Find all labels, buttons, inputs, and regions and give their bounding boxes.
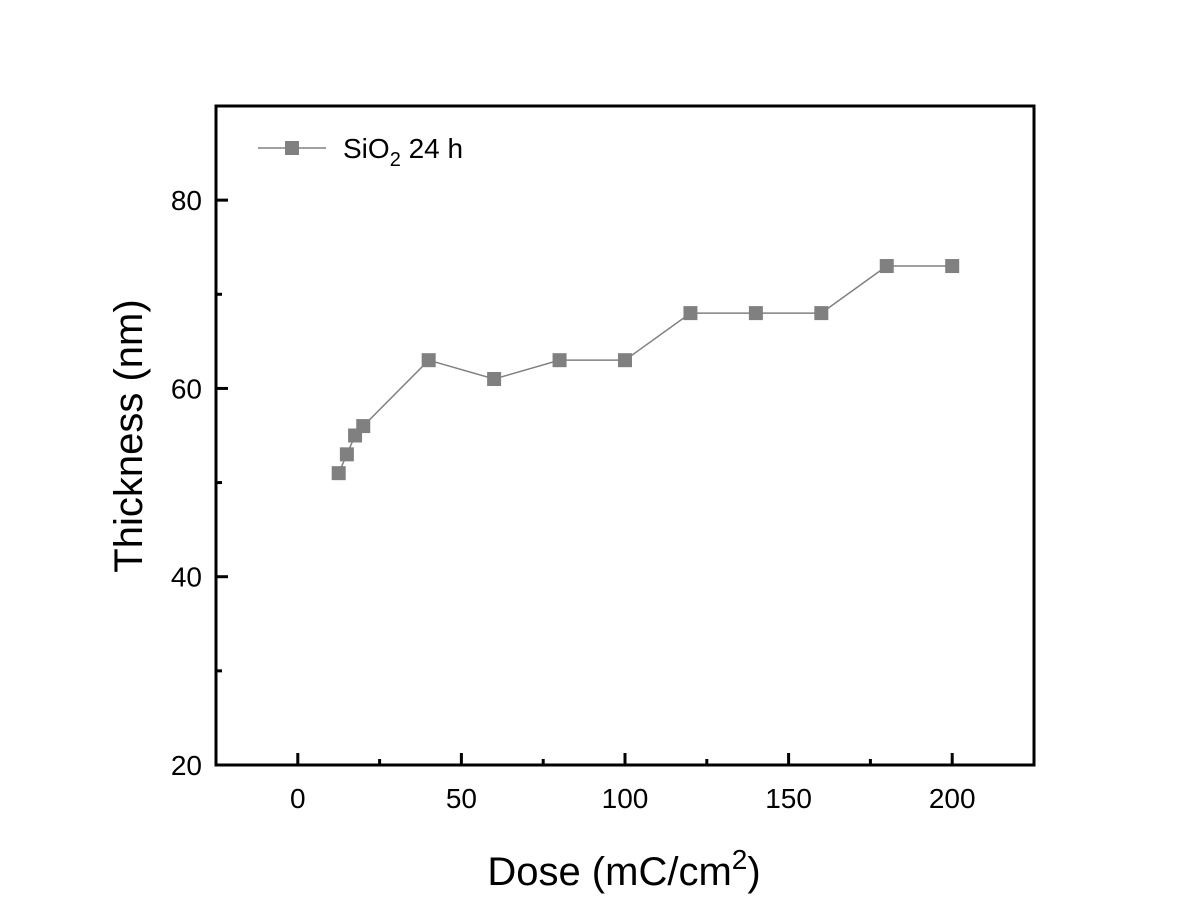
x-tick-label: 150 xyxy=(765,783,812,814)
axis-tick-labels: 0 50 100 150 200 20 40 60 80 xyxy=(171,185,976,814)
x-tick-label: 200 xyxy=(929,783,976,814)
axis-ticks xyxy=(216,198,954,767)
series-layer xyxy=(331,259,960,481)
y-tick-label: 80 xyxy=(171,185,202,216)
data-point xyxy=(356,419,371,434)
y-axis-title: Thickness (nm) xyxy=(107,299,151,572)
data-point xyxy=(487,372,502,387)
y-tick-label: 20 xyxy=(171,750,202,781)
legend-label: SiO2 24 h xyxy=(343,133,463,171)
data-point xyxy=(748,306,763,321)
data-point xyxy=(339,447,354,462)
plot-frame xyxy=(214,104,1036,767)
legend-marker xyxy=(285,141,299,155)
y-tick-label: 40 xyxy=(171,562,202,593)
data-point xyxy=(552,353,567,368)
legend: SiO2 24 h xyxy=(258,133,463,171)
data-point xyxy=(421,353,436,368)
data-point xyxy=(618,353,632,368)
x-tick-label: 50 xyxy=(446,783,477,814)
data-point xyxy=(331,466,346,481)
y-tick-label: 60 xyxy=(171,373,202,404)
data-point xyxy=(683,306,698,321)
x-tick-label: 0 xyxy=(290,783,306,814)
x-axis-title: Dose (mC/cm2) xyxy=(487,844,760,894)
data-point xyxy=(814,306,829,321)
data-point xyxy=(945,259,960,274)
series-line xyxy=(338,265,953,474)
x-tick-label: 100 xyxy=(602,783,649,814)
data-point xyxy=(879,259,894,274)
